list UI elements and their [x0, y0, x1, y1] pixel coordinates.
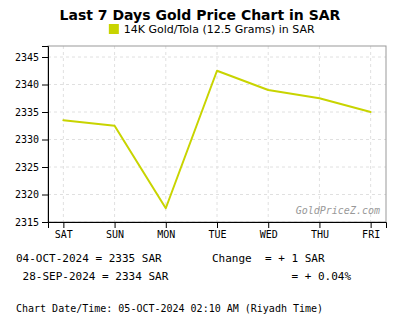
y-tick-label: 2340 — [15, 79, 39, 90]
x-axis-line — [49, 223, 387, 229]
x-tick-mark — [217, 222, 218, 228]
plot: 2315 2320 2325 2330 2335 2340 2345 SAT SUN MON TUE… — [15, 46, 387, 240]
x-tick: SUN — [106, 222, 124, 240]
legend: 14K Gold/Tola (12.5 Grams) in SAR — [109, 23, 315, 36]
plot-frame — [48, 46, 386, 222]
x-tick-label: WED — [260, 229, 278, 240]
x-tick-mark — [268, 222, 269, 228]
x-tick-label: TUE — [208, 229, 226, 240]
y-tick-label: 2325 — [15, 162, 39, 173]
y-axis: 2315 2320 2325 2330 2335 2340 2345 — [15, 47, 49, 228]
x-tick-label: SUN — [106, 229, 124, 240]
y-tick: 2335 — [15, 107, 48, 118]
y-tick-mark — [42, 112, 48, 113]
x-tick-label: FRI — [362, 229, 380, 240]
grid-line-x — [63, 46, 64, 222]
x-tick-mark — [166, 222, 167, 228]
title: Last 7 Days Gold Price Chart in SAR — [60, 7, 341, 23]
x-tick-mark — [371, 222, 372, 228]
x-tick-label: SAT — [55, 229, 73, 240]
grid-line-x — [268, 46, 269, 222]
y-tick-mark — [42, 167, 48, 168]
y-tick-mark — [42, 140, 48, 141]
grid-line-y — [48, 57, 386, 58]
x-tick-label: MON — [157, 229, 175, 240]
y-tick: 2325 — [15, 162, 48, 173]
marks — [63, 71, 370, 209]
y-tick: 2330 — [15, 134, 48, 145]
y-tick-label: 2315 — [15, 217, 39, 228]
x-tick-label: THU — [311, 229, 329, 240]
grid-line-x — [114, 46, 115, 222]
y-tick: 2320 — [15, 189, 48, 200]
chart: Last 7 Days Gold Price Chart in SAR23152… — [0, 0, 400, 330]
line — [63, 71, 370, 209]
y-tick-mark — [42, 57, 48, 58]
x-axis: SAT SUN MON TUE WED THU FRI — [49, 222, 387, 240]
y-tick: 2345 — [15, 52, 48, 63]
y-tick-label: 2330 — [15, 134, 39, 145]
y-tick-mark — [42, 222, 48, 223]
y-tick: 2340 — [15, 79, 48, 90]
x-tick: WED — [260, 222, 278, 240]
legend-swatch — [109, 24, 119, 34]
change: = + 0.04% — [212, 270, 351, 283]
legend-label: 14K Gold/Tola (12.5 Grams) in SAR — [124, 23, 315, 36]
x-tick-mark — [63, 222, 64, 228]
x-tick: FRI — [362, 222, 380, 240]
x-tick: MON — [157, 222, 175, 240]
x-tick-mark — [115, 222, 116, 228]
x-tick: SAT — [55, 222, 73, 240]
watermark: GoldPriceZ.com — [296, 205, 380, 216]
x-tick-mark — [319, 222, 320, 228]
y-tick-mark — [42, 195, 48, 196]
change: Change = + 1 SAR — [212, 252, 325, 265]
y-tick-label: 2320 — [15, 189, 39, 200]
grid-line-y — [48, 139, 386, 140]
y-tick-mark — [42, 85, 48, 86]
x-tick: TUE — [208, 222, 226, 240]
grid-line-y — [48, 194, 386, 195]
y-tick-label: 2345 — [15, 52, 39, 63]
y-tick: 2315 — [15, 217, 48, 228]
footer: Chart Date/Time: 05-OCT-2024 02:10 AM (R… — [16, 303, 323, 314]
grid-line-x — [319, 46, 320, 222]
y-tick-label: 2335 — [15, 107, 39, 118]
note: 04-OCT-2024 = 2335 SAR — [16, 252, 162, 265]
note: 28-SEP-2024 = 2334 SAR — [16, 270, 169, 283]
grid-line-x — [165, 46, 166, 222]
x-tick: THU — [311, 222, 329, 240]
grid — [48, 46, 386, 222]
grid-line-x — [370, 46, 371, 222]
y-axis-line — [42, 47, 49, 223]
